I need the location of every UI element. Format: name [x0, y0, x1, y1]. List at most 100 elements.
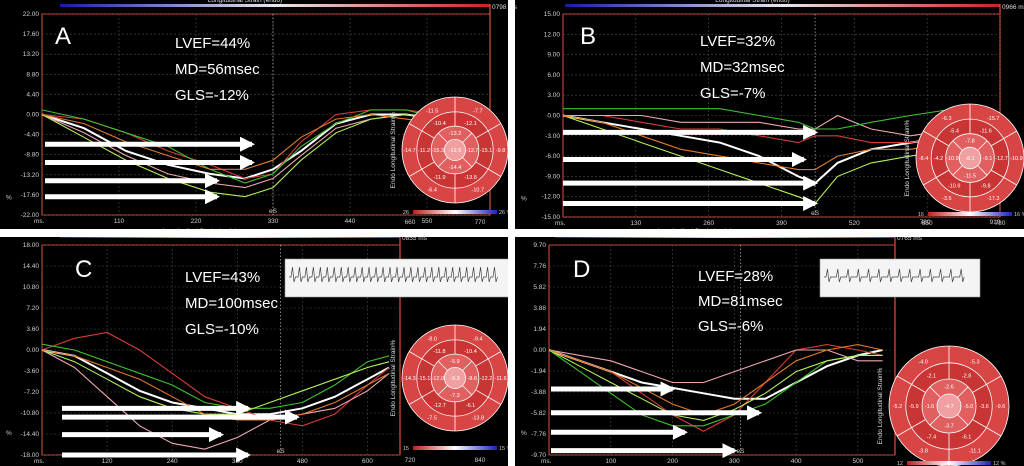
x-unit-label: ms.	[34, 458, 45, 465]
bullseye-segment-value: -4.0	[918, 359, 927, 365]
y-tick-label: -3.88	[531, 389, 546, 396]
y-tick-label: 0.00	[26, 347, 39, 354]
bullseye-segment-value: -2.8	[962, 374, 971, 380]
bullseye-divider	[437, 132, 448, 143]
color-scale-bar	[413, 210, 497, 214]
bullseye-divider	[957, 386, 969, 398]
bullseye-axis-left: 720	[405, 457, 416, 464]
bullseye-divider	[408, 389, 435, 405]
bullseye-segment-value: -6.1	[962, 434, 971, 440]
ecg-trace	[824, 268, 965, 283]
bullseye-segment-value: -11.6	[495, 376, 507, 382]
y-unit-label: %	[6, 195, 12, 202]
bullseye-segment-value: -11.5	[426, 109, 438, 115]
series-line	[41, 349, 390, 415]
bullseye-segment-value: -11.6	[980, 129, 992, 135]
bullseye-ring	[958, 146, 982, 170]
y-unit-label: %	[521, 196, 527, 203]
bullseye-segment-value: -4.2	[934, 156, 943, 162]
bullseye-segment-value: -11.5	[964, 174, 976, 180]
bullseye-segment-value: -11.9	[433, 175, 445, 181]
stat-label: GLS=-6%	[698, 318, 763, 335]
bullseye-segment-value: -9.8	[496, 148, 505, 154]
y-tick-label: 13.20	[23, 51, 40, 58]
bullseye-segment-value: -5.2	[893, 404, 902, 410]
bullseye-divider	[475, 123, 502, 139]
y-tick-label: 6.00	[547, 72, 560, 79]
header-gradient-bar	[565, 4, 1000, 7]
bullseye-divider	[972, 375, 1002, 393]
bullseye-segment-value: -9.6	[996, 404, 1005, 410]
y-tick-label: -4.40	[24, 132, 39, 139]
y-tick-label: 3.00	[547, 92, 560, 99]
bullseye-segment-value: -3.6	[979, 404, 988, 410]
series-line	[41, 331, 390, 427]
bullseye-divider	[896, 419, 926, 437]
x-tick-label: 520	[849, 220, 860, 227]
bullseye-segment-value: -12.2	[480, 376, 493, 382]
x-tick-label: 100	[605, 458, 616, 465]
bullseye-axis-right: 910	[990, 219, 1001, 226]
y-tick-label: 0.00	[547, 113, 560, 120]
x-tick-label: 600	[362, 458, 373, 465]
bullseye-ring	[443, 366, 466, 389]
bullseye-divider	[952, 165, 963, 176]
bullseye-segment-value: -9.8	[981, 183, 990, 189]
scale-left-label: 26	[403, 210, 409, 216]
bullseye-segment-value: -7.4	[927, 434, 936, 440]
x-unit-label: ms.	[555, 220, 566, 227]
bullseye-segment-value: -10.7	[472, 187, 485, 193]
series-line	[563, 108, 989, 130]
bullseye-segment-value: -9.4	[473, 337, 482, 343]
y-tick-label: -9.70	[531, 452, 546, 459]
bullseye-divider	[923, 169, 950, 186]
y-tick-label: -6.00	[545, 153, 560, 160]
series-line	[548, 344, 883, 416]
bullseye-center-value: -4.7	[944, 404, 953, 410]
bullseye-divider	[977, 140, 988, 151]
panel-letter: B	[580, 23, 596, 50]
bullseye-divider	[990, 130, 1017, 147]
panel-letter: D	[573, 256, 590, 283]
bullseye-segment-value: -15.1	[418, 376, 431, 382]
x-tick-label: 390	[776, 220, 787, 227]
x-tick-label: 550	[422, 218, 433, 225]
bullseye-segment-value: -17.3	[987, 196, 1000, 202]
x-tick-label: 650	[922, 220, 933, 227]
y-tick-label: 14.40	[23, 263, 40, 270]
scale-left-label: 16	[918, 212, 924, 218]
panel-letter: A	[55, 23, 71, 50]
y-unit-label: %	[6, 430, 12, 437]
stat-label: MD=56msec	[175, 61, 260, 78]
bullseye-divider	[408, 123, 435, 139]
time-label: 0765 ms	[897, 235, 923, 242]
bullseye-segment-value: -14.3	[403, 376, 416, 382]
y-tick-label: -3.60	[24, 368, 39, 375]
panel-letter: C	[75, 256, 92, 283]
bullseye-segment-value: -10.4	[433, 121, 446, 127]
stat-label: LVEF=44%	[175, 35, 250, 52]
chart-panel-d: Longitudinal Strain (endo)0765 ms9.707.7…	[521, 228, 1010, 466]
bullseye-divider	[462, 360, 473, 371]
bullseye-segment-value: -14.7	[403, 148, 416, 154]
chart-panel-b: Longitudinal Strain (endo) 0966 ms 15.00 12…	[521, 0, 1024, 227]
bullseye-center-value: -8.1	[965, 156, 974, 162]
color-scale-bar	[413, 446, 497, 450]
bullseye-divider	[957, 414, 969, 426]
bullseye-segment-value: -8.0	[427, 337, 436, 343]
bullseye-segment-value: -10.9	[1010, 156, 1023, 162]
y-tick-label: 0.00	[533, 347, 546, 354]
bullseye-segment-value: -3.5	[942, 196, 951, 202]
series-line	[41, 109, 463, 184]
es-label: eS	[277, 448, 286, 455]
bullseye-divider	[437, 385, 448, 396]
bullseye-center-value: -12.6	[449, 148, 462, 154]
bullseye-segment-value: -12.7	[995, 156, 1008, 162]
bullseye-divider	[462, 132, 473, 143]
bullseye-segment-value: -15.1	[480, 148, 493, 154]
series-line	[563, 114, 989, 137]
x-unit-label: ms.	[541, 458, 552, 465]
bullseye-divider	[923, 130, 950, 147]
bullseye-segment-value: -5.3	[970, 359, 979, 365]
x-tick-label: 360	[232, 458, 243, 465]
